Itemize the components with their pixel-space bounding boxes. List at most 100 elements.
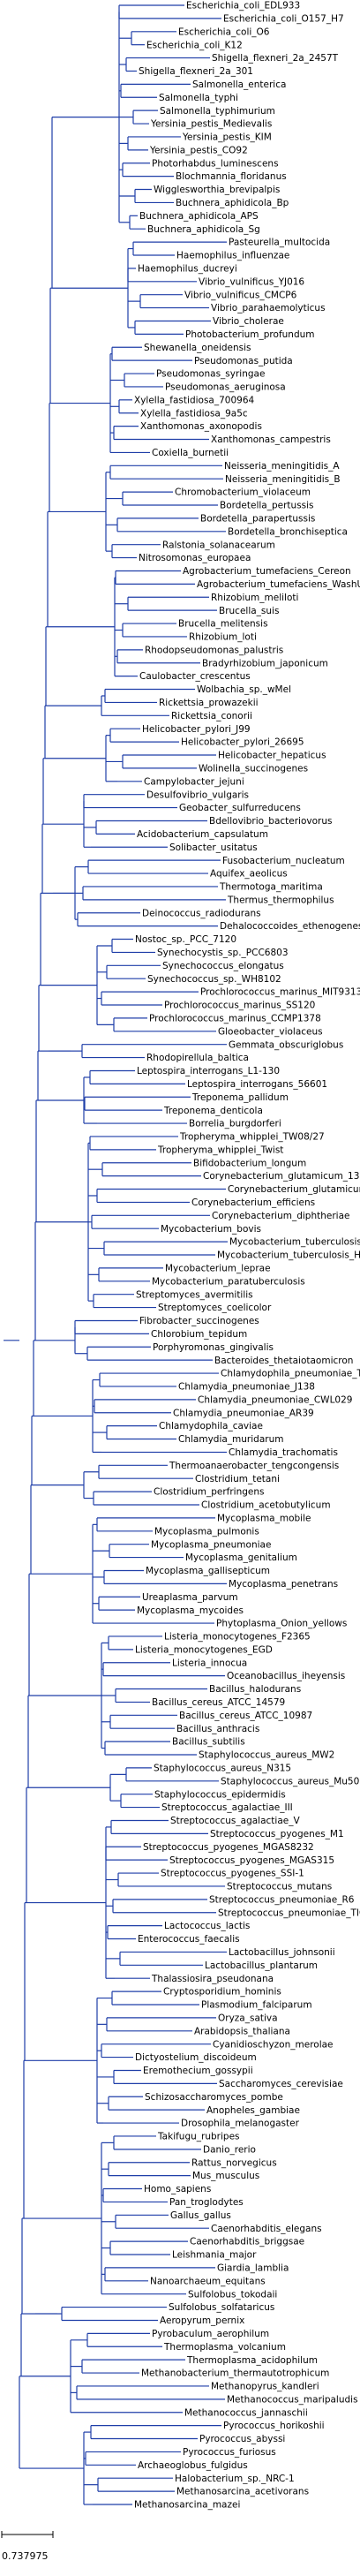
leaf-label: Anopheles_gambiae — [206, 2105, 300, 2116]
leaf-label: Streptococcus_pyogenes_MGAS315 — [169, 1855, 334, 1866]
leaf-label: Mycoplasma_mobile — [217, 1513, 311, 1523]
leaf-label: Streptococcus_agalactiae_III — [161, 1802, 293, 1813]
scale-bar: 0.737975 — [1, 2531, 54, 2562]
leaf-label: Streptococcus_agalactiae_V — [170, 1816, 300, 1826]
leaf-label: Bordetella_pertussis — [220, 501, 314, 511]
leaf-label: Saccharomyces_cerevisiae — [219, 2079, 343, 2089]
leaf-label: Chlamydia_muridarum — [178, 1434, 283, 1445]
leaf-label: Tropheryma_whipplei_TW08/27 — [179, 1132, 325, 1143]
leaf-label: Treponema_pallidum — [191, 1092, 289, 1103]
leaf-label: Listeria_innocua — [172, 1658, 247, 1668]
leaf-label: Plasmodium_falciparum — [201, 2000, 312, 2011]
leaf-label: Aeropyrum_pernix — [160, 2315, 244, 2326]
leaf-label: Prochlorococcus_marinus_CCMP1378 — [149, 1013, 321, 1024]
leaf-label: Gloeobacter_violaceus — [218, 1026, 323, 1037]
leaf-label: Acidobacterium_capsulatum — [137, 829, 268, 840]
leaf-label: Mycobacterium_leprae — [165, 1263, 271, 1273]
leaf-label: Lactobacillus_plantarum — [205, 1960, 318, 1971]
leaf-label: Caenorhabditis_briggsae — [190, 2237, 304, 2247]
leaf-label: Pan_troglodytes — [169, 2197, 244, 2208]
leaf-label: Schizosaccharomyces_pombe — [145, 2092, 283, 2103]
leaf-label: Streptococcus_pyogenes_MGAS8232 — [143, 1842, 314, 1853]
leaf-label: Shewanella_oneidensis — [144, 343, 251, 353]
leaf-label: Fusobacterium_nucleatum — [222, 856, 345, 866]
leaf-label: Streptococcus_pneumoniae_R6 — [209, 1894, 355, 1905]
leaf-label: Leptospira_interrogans_56601 — [187, 1079, 327, 1090]
leaf-label: Helicobacter_pylori_26695 — [181, 737, 304, 748]
leaf-label: Pyrococcus_abyssi — [199, 2434, 285, 2444]
leaf-label: Dehalococcoides_ethenogenes — [220, 921, 360, 932]
leaf-label: Cryptosporidium_hominis — [163, 1987, 281, 1998]
leaf-label: Archaeoglobus_fulgidus — [138, 2460, 248, 2471]
tree-branches — [4, 4, 228, 2505]
leaf-label: Halobacterium_sp._NRC-1 — [175, 2474, 295, 2484]
leaf-label: Xylella_fastidiosa_9a5c — [140, 408, 248, 419]
leaf-label: Clostridium_acetobutylicum — [201, 1500, 331, 1511]
leaf-label: Neisseria_meningitidis_B — [225, 474, 341, 485]
leaf-label: Clostridium_perfringens — [154, 1487, 265, 1498]
leaf-label: Caulobacter_crescentus — [139, 671, 251, 682]
leaf-label: Tropheryma_whipplei_Twist — [157, 1144, 283, 1155]
leaf-label: Phytoplasma_Onion_yellows — [216, 1619, 347, 1629]
leaf-label: Xanthomonas_axonopodis — [140, 421, 262, 432]
leaf-label: Wolbachia_sp._wMel — [197, 684, 291, 695]
leaf-label: Bacillus_subtilis — [172, 1737, 245, 1748]
leaf-label: Helicobacter_hepaticus — [218, 751, 326, 761]
leaf-label: Neisseria_meningitidis_A — [224, 461, 340, 472]
leaf-label: Enterococcus_faecalis — [138, 1934, 240, 1945]
leaf-label: Rickettsia_conorii — [171, 711, 252, 721]
leaf-label: Buchnera_aphidicola_APS — [139, 211, 259, 222]
leaf-label: Escherichia_coli_O6 — [178, 26, 270, 37]
leaf-label: Synechococcus_elongatus — [162, 961, 284, 971]
leaf-label: Xanthomonas_campestris — [211, 434, 331, 445]
leaf-label: Mus_musculus — [192, 2171, 259, 2181]
leaf-label: Helicobacter_pylori_J99 — [142, 724, 251, 735]
leaf-label: Methanococcus_maripaludis — [227, 2394, 358, 2405]
leaf-label: Dictyostelium_discoideum — [135, 2052, 257, 2063]
leaf-label: Fibrobacter_succinogenes — [139, 1316, 259, 1326]
leaf-label: Campylobacter_jejuni — [144, 776, 244, 787]
leaf-label: Leptospira_interrogans_L1-130 — [137, 1066, 280, 1076]
leaf-label: Bacteroides_thetaiotaomicron — [214, 1356, 353, 1366]
leaf-label: Bacillus_cereus_ATCC_14579 — [152, 1697, 285, 1708]
leaf-label: Brucella_suis — [219, 606, 279, 616]
leaf-label: Shigella_flexneri_2a_2457T — [212, 53, 339, 64]
leaf-label: Deinococcus_radiodurans — [142, 908, 261, 918]
leaf-label: Cyanidioschyzon_merolae — [213, 2039, 334, 2050]
leaf-label: Haemophilus_influenzae — [176, 251, 289, 261]
leaf-label: Prochlorococcus_marinus_SS120 — [164, 1001, 315, 1011]
leaf-label: Streptococcus_mutans — [227, 1882, 332, 1892]
leaf-label: Yersinia_pestis_KIM — [182, 132, 272, 143]
leaf-label: Thermotoga_maritima — [219, 882, 323, 893]
leaf-label: Pyrococcus_furiosus — [183, 2447, 276, 2458]
leaf-label: Bacillus_anthracis — [176, 1724, 259, 1734]
leaf-label: Agrobacterium_tumefaciens_Cereon — [183, 566, 351, 577]
leaf-label: Rhizobium_loti — [189, 632, 257, 643]
leaf-label: Mycobacterium_bovis — [161, 1224, 261, 1235]
leaf-label: Pseudomonas_aeruginosa — [165, 382, 286, 393]
leaf-label: Mycobacterium_tuberculosis_CDC1551 — [229, 1237, 360, 1248]
leaf-label: Bdellovibrio_bacteriovorus — [209, 816, 332, 827]
leaf-label: Desulfovibrio_vulgaris — [146, 789, 249, 800]
leaf-label: Escherichia_coli_K12 — [146, 40, 243, 50]
leaf-label: Streptococcus_pyogenes_M1 — [210, 1829, 344, 1839]
leaf-label: Oceanobacillus_iheyensis — [227, 1671, 345, 1681]
leaf-label: Gallus_gallus — [170, 2210, 231, 2221]
leaf-label: Chlamydia_pneumoniae_J138 — [178, 1382, 315, 1393]
leaf-label: Photobacterium_profundum — [185, 329, 315, 340]
leaf-label: Buchnera_aphidicola_Bp — [176, 198, 289, 208]
leaf-label: Staphylococcus_aureus_MW2 — [199, 1750, 334, 1761]
leaf-label: Pyrobaculum_aerophilum — [152, 2329, 269, 2339]
leaf-label: Nanoarchaeum_equitans — [150, 2276, 266, 2286]
leaf-label: Bradyrhizobium_japonicum — [202, 658, 328, 669]
leaf-label: Pyrococcus_horikoshii — [223, 2421, 325, 2431]
leaf-label: Danio_rerio — [203, 2144, 256, 2155]
leaf-label: Drosophila_melanogaster — [181, 2119, 300, 2129]
leaf-label: Leishmania_major — [172, 2250, 257, 2261]
leaf-label: Haemophilus_ducreyi — [138, 263, 237, 274]
leaf-label: Mycoplasma_genitalium — [185, 1552, 297, 1563]
leaf-label: Eremothecium_gossypii — [143, 2066, 253, 2076]
leaf-label: Mycoplasma_mycoides — [137, 1605, 244, 1616]
